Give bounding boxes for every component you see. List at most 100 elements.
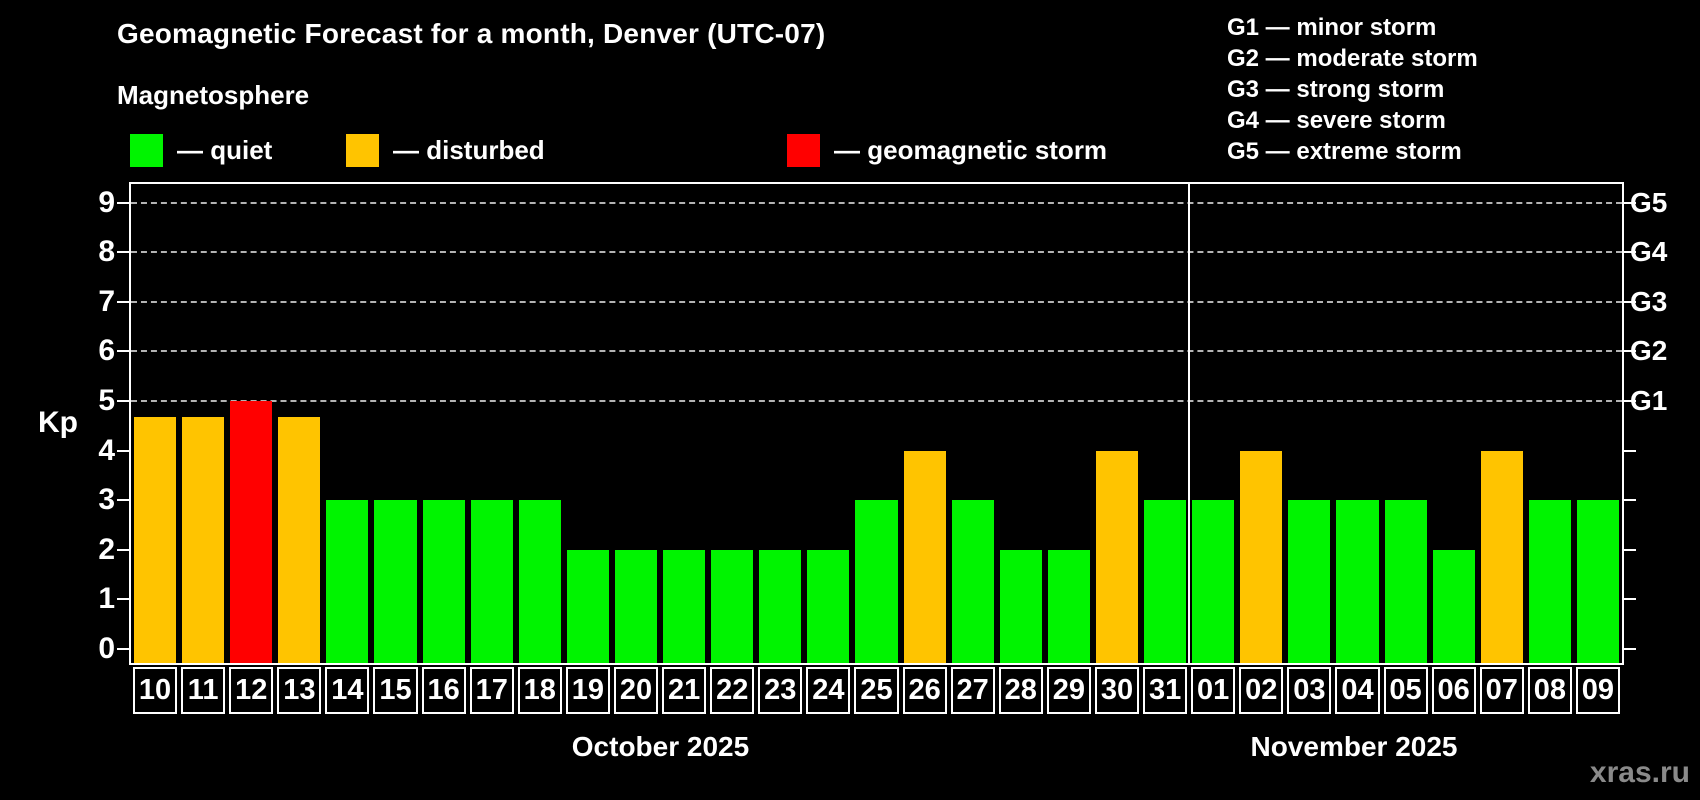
kp-gridline-7: [131, 300, 1622, 303]
month-label-november: November 2025: [1250, 731, 1458, 762]
kp-bar-november-01: [1192, 500, 1235, 663]
y-tick-label: 5: [98, 384, 115, 417]
kp-bar-october-26: [903, 450, 946, 663]
disturbed-color-swatch: [346, 133, 379, 167]
kp-gridline-5: [131, 400, 1622, 402]
g-scale-label-g1: G1: [1630, 385, 1668, 416]
right-axis-tick: [1624, 300, 1636, 303]
kp-gridline-9: [131, 201, 1622, 204]
storm-scale-g4: G4 — severe storm: [1227, 107, 1446, 134]
day-label-04: 04: [1335, 667, 1380, 714]
y-axis-tick: [117, 548, 129, 551]
kp-bar-october-13: [278, 417, 321, 663]
legend-label-disturbed: — disturbed: [393, 134, 545, 165]
right-axis-tick: [1624, 350, 1636, 353]
kp-bar-october-25: [855, 500, 898, 663]
day-label-18: 18: [517, 667, 562, 714]
day-label-06: 06: [1431, 667, 1476, 714]
quiet-color-swatch: [130, 133, 163, 167]
kp-bar-october-14: [326, 500, 369, 663]
month-label-october: October 2025: [571, 731, 750, 762]
kp-bar-october-20: [614, 549, 658, 663]
storm-scale-legend: G1 — minor storm G2 — moderate storm G3 …: [1227, 12, 1478, 167]
day-label-01: 01: [1191, 667, 1236, 714]
right-axis-tick: [1624, 598, 1636, 601]
g-scale-label-g3: G3: [1630, 285, 1668, 317]
kp-bar-november-07: [1480, 450, 1523, 663]
kp-bar-october-29: [1047, 549, 1090, 663]
y-tick-label: 6: [98, 334, 115, 368]
g-scale-label-g4: G4: [1630, 236, 1668, 268]
day-label-22: 22: [710, 667, 755, 714]
y-tick-label: 9: [98, 185, 115, 219]
plot-area: 0 1 2 3 4 5 6 7 8 9 G1 G2 G3 G4 G5: [98, 182, 1667, 665]
legend-item-disturbed: — disturbed: [346, 133, 545, 167]
kp-bar-october-12: [230, 401, 273, 663]
kp-gridline-8: [131, 251, 1622, 254]
kp-bar-october-31: [1144, 500, 1187, 663]
legend-item-quiet: — quiet: [130, 133, 272, 167]
legend-label-quiet: — quiet: [177, 134, 273, 165]
y-tick-label: 2: [98, 532, 115, 566]
kp-bar-november-03: [1288, 500, 1331, 663]
day-label-31: 31: [1143, 667, 1188, 714]
day-label-14: 14: [325, 667, 370, 714]
right-axis-tick: [1624, 499, 1636, 502]
day-label-25: 25: [854, 667, 899, 714]
y-tick-label: 4: [98, 433, 115, 467]
day-label-10: 10: [133, 667, 178, 714]
day-label-19: 19: [565, 667, 610, 714]
storm-color-swatch: [787, 133, 820, 167]
y-tick-label: 8: [98, 235, 115, 269]
storm-scale-g1: G1 — minor storm: [1227, 14, 1437, 41]
day-label-29: 29: [1046, 667, 1091, 714]
right-axis-tick: [1624, 251, 1636, 254]
kp-bar-october-30: [1095, 450, 1139, 663]
right-axis-tick: [1624, 400, 1636, 402]
kp-bar-october-22: [711, 549, 754, 663]
y-axis-tick: [117, 598, 129, 601]
g-scale-label-g5: G5: [1630, 186, 1668, 218]
right-axis-tick: [1624, 201, 1636, 204]
day-label-26: 26: [902, 667, 947, 714]
kp-bar-october-27: [951, 500, 994, 663]
day-label-21: 21: [662, 667, 707, 714]
day-label-20: 20: [613, 667, 659, 714]
kp-bar-november-09: [1576, 500, 1619, 663]
right-axis-tick: [1624, 648, 1636, 650]
kp-bar-october-21: [663, 549, 706, 663]
kp-bar-november-05: [1384, 500, 1427, 663]
legend-item-storm: — geomagnetic storm: [787, 133, 1107, 167]
kp-bar-november-04: [1336, 500, 1379, 663]
day-label-07: 07: [1479, 667, 1524, 714]
kp-bar-october-11: [182, 417, 225, 663]
day-label-24: 24: [806, 667, 851, 714]
day-label-30: 30: [1094, 667, 1140, 714]
day-label-08: 08: [1527, 667, 1572, 714]
kp-bar-november-08: [1528, 500, 1571, 663]
day-label-27: 27: [950, 667, 995, 714]
day-label-05: 05: [1383, 667, 1428, 714]
day-label-03: 03: [1287, 667, 1332, 714]
day-label-15: 15: [373, 667, 418, 714]
day-label-11: 11: [181, 667, 226, 714]
kp-bar-october-16: [422, 500, 465, 663]
legend-label-storm: — geomagnetic storm: [834, 134, 1108, 165]
chart-subtitle: Magnetosphere: [117, 80, 310, 110]
kp-bar-october-15: [374, 500, 417, 663]
y-tick-label: 1: [98, 582, 115, 616]
y-tick-label: 7: [98, 284, 115, 318]
kp-bar-october-23: [759, 549, 802, 663]
y-axis-tick: [117, 400, 129, 402]
day-label-16: 16: [421, 667, 466, 714]
kp-bar-november-02: [1240, 450, 1283, 663]
storm-scale-g2: G2 — moderate storm: [1227, 45, 1478, 72]
storm-scale-g5: G5 — extreme storm: [1227, 138, 1462, 165]
chart-title: Geomagnetic Forecast for a month, Denver…: [117, 18, 826, 49]
y-axis-tick: [117, 350, 129, 353]
y-axis-tick: [117, 251, 129, 254]
y-axis-tick: [117, 499, 129, 502]
y-tick-label: 3: [98, 483, 115, 517]
y-axis-tick: [117, 648, 129, 650]
day-label-23: 23: [758, 667, 803, 714]
